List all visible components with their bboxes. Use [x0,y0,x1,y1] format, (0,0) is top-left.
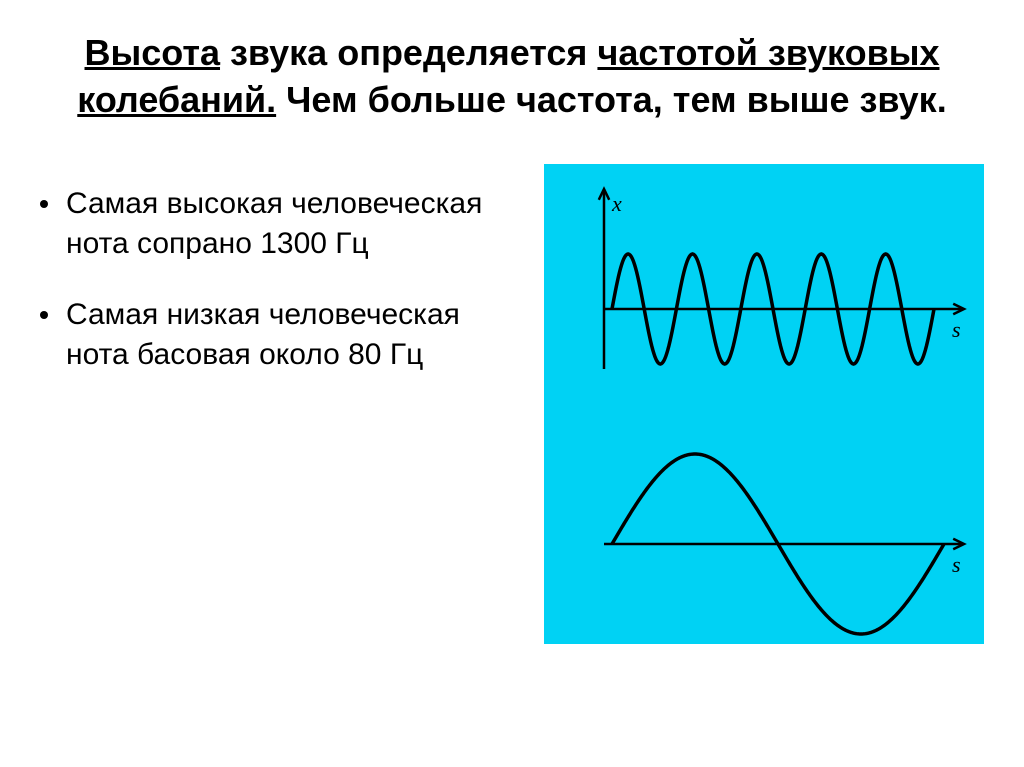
bullet-text: Самая высокая человеческая нота сопрано … [66,184,514,265]
x-axis-label-bottom: s [952,552,961,578]
title-part4: Чем больше частота, тем выше звук. [276,79,947,120]
bullet-text: Самая низкая человеческая нота басовая о… [66,295,514,376]
frequency-chart: x s s [544,164,984,644]
title-part2: звука определяется [220,32,597,73]
bullet-icon [40,200,48,208]
chart-svg [544,164,984,644]
y-axis-label: x [612,191,622,217]
list-item: Самая низкая человеческая нота басовая о… [40,295,514,376]
x-axis-label-top: s [952,317,961,343]
bullet-list: Самая высокая человеческая нота сопрано … [40,164,514,406]
bullet-icon [40,311,48,319]
title-part1: Высота [85,32,221,73]
content-area: Самая высокая человеческая нота сопрано … [40,164,984,644]
page-title: Высота звука определяется частотой звуко… [40,30,984,124]
list-item: Самая высокая человеческая нота сопрано … [40,184,514,265]
